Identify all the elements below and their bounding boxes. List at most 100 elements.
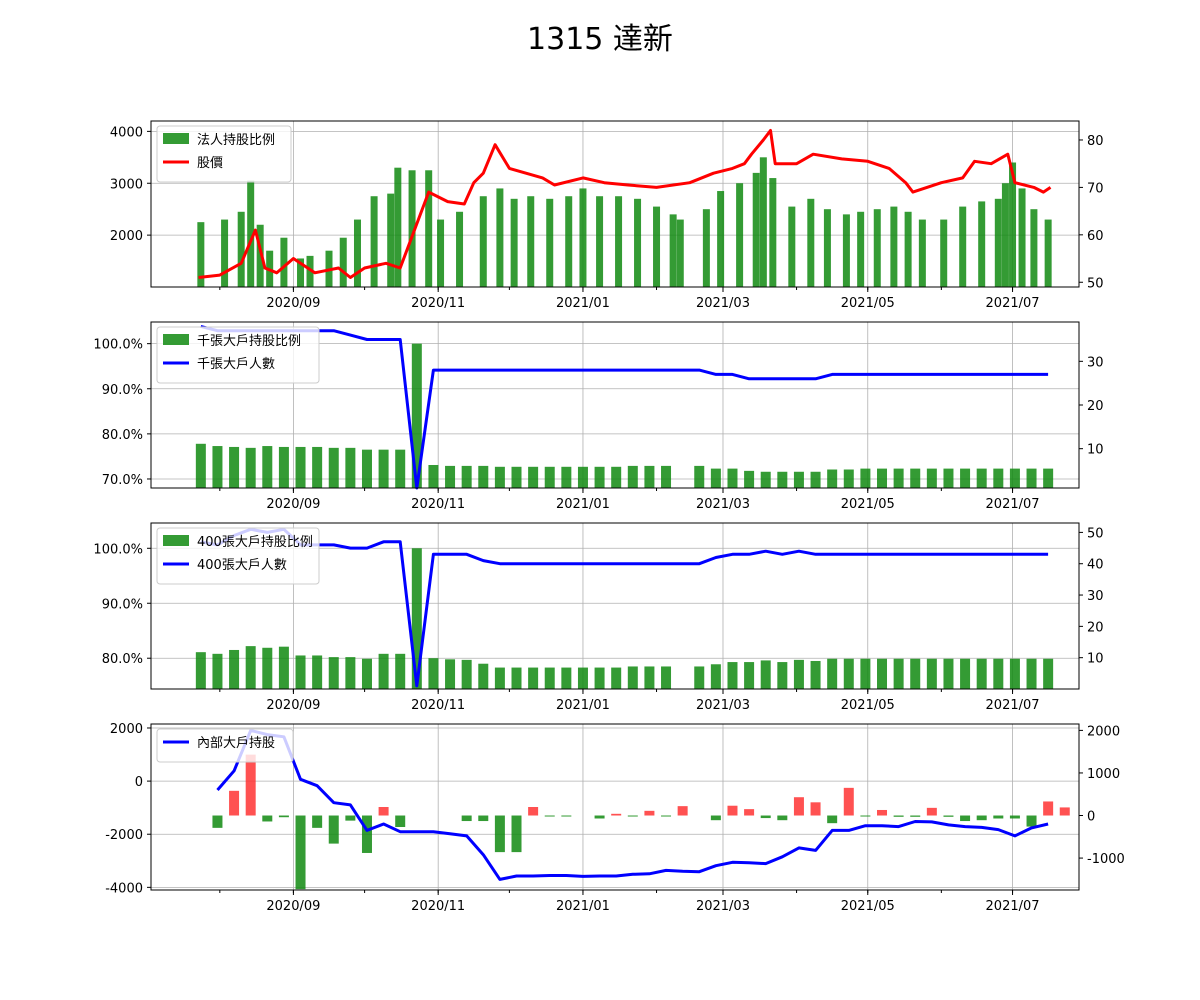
y-left-tick-label: 2000 <box>110 722 143 737</box>
bar <box>408 170 416 287</box>
bar <box>328 657 339 689</box>
bar <box>361 658 372 689</box>
bar <box>361 449 372 488</box>
x-tick-label: 2021/03 <box>696 296 750 311</box>
bar <box>727 805 738 816</box>
bar <box>461 815 472 822</box>
bar <box>395 449 406 488</box>
bar <box>615 196 623 287</box>
bar <box>710 815 721 821</box>
bar <box>904 211 912 287</box>
legend-label: 400張大戶持股比例 <box>197 535 313 550</box>
bar <box>694 465 705 488</box>
bar <box>461 659 472 689</box>
x-tick-label: 2020/09 <box>266 296 320 311</box>
bar <box>1026 815 1037 827</box>
bar <box>478 465 489 488</box>
bar <box>278 815 289 818</box>
x-tick-label: 2021/03 <box>696 899 750 914</box>
bar <box>1018 188 1026 287</box>
bar <box>565 196 573 287</box>
bar <box>479 196 487 287</box>
bar <box>760 815 771 819</box>
x-tick-label: 2020/11 <box>411 899 465 914</box>
bar <box>827 658 838 689</box>
x-tick-label: 2021/05 <box>841 899 895 914</box>
bar <box>1026 658 1037 689</box>
bar <box>717 191 725 287</box>
legend-box <box>156 326 320 384</box>
bar <box>425 170 433 287</box>
bar <box>777 815 788 821</box>
y-right-tick-label: -1000 <box>1087 852 1125 867</box>
bar <box>306 255 314 287</box>
bar <box>710 468 721 488</box>
bar <box>1009 815 1020 819</box>
bar <box>744 662 755 689</box>
x-tick-label: 2020/11 <box>411 497 465 512</box>
bar <box>918 219 926 287</box>
bar <box>823 209 831 287</box>
bar <box>960 468 971 488</box>
bar <box>910 468 921 488</box>
bar <box>910 658 921 689</box>
bar <box>256 224 264 287</box>
bar <box>877 658 888 689</box>
bar <box>561 466 572 488</box>
y-left-tick-label: 100.0% <box>93 542 143 557</box>
legend-box <box>156 527 320 585</box>
y-right-tick-label: 2000 <box>1087 724 1120 739</box>
bar <box>494 667 505 689</box>
axes-frame <box>150 120 1080 288</box>
legend-swatch <box>163 334 189 345</box>
y-left-tick-label: 80.0% <box>102 652 143 667</box>
y-right-tick-label: 20 <box>1087 620 1104 635</box>
bar <box>229 649 240 689</box>
bar <box>710 664 721 689</box>
legend-label: 法人持股比例 <box>197 133 275 148</box>
y-right-tick-label: 40 <box>1087 558 1104 573</box>
bar <box>1009 658 1020 689</box>
bar <box>627 465 638 488</box>
bar <box>511 466 522 488</box>
bar <box>345 815 356 821</box>
bar <box>295 655 306 689</box>
bar <box>237 211 245 287</box>
x-tick-label: 2021/03 <box>696 497 750 512</box>
bar <box>461 465 472 488</box>
x-tick-label: 2020/09 <box>266 497 320 512</box>
bar <box>943 815 954 817</box>
bar <box>644 666 655 689</box>
bar <box>511 667 522 689</box>
bar <box>577 667 588 689</box>
bar <box>760 471 771 488</box>
bar <box>494 815 505 853</box>
bar <box>926 658 937 689</box>
x-tick-label: 2020/09 <box>266 899 320 914</box>
series-line <box>198 129 1052 279</box>
legend-label: 千張大戶人數 <box>197 357 275 372</box>
bar <box>653 206 661 287</box>
y-left-tick-label: 0 <box>135 775 143 790</box>
bar <box>510 198 518 287</box>
bar <box>428 464 439 488</box>
bar <box>328 447 339 488</box>
bar <box>594 667 605 689</box>
y-left-tick-label: 70.0% <box>102 473 143 488</box>
legend-box <box>156 728 294 763</box>
bar <box>445 465 456 488</box>
bar <box>262 647 273 689</box>
x-tick-label: 2021/01 <box>556 899 610 914</box>
bar <box>810 471 821 488</box>
bar <box>993 658 1004 689</box>
y-right-tick-label: 30 <box>1087 589 1104 604</box>
bar <box>245 754 256 816</box>
bar <box>312 446 323 488</box>
bar <box>769 178 777 287</box>
bar <box>1001 183 1009 287</box>
y-right-tick-label: 50 <box>1087 526 1104 541</box>
bar <box>295 446 306 488</box>
bar <box>361 815 372 853</box>
bar <box>760 660 771 689</box>
bar <box>353 219 361 287</box>
